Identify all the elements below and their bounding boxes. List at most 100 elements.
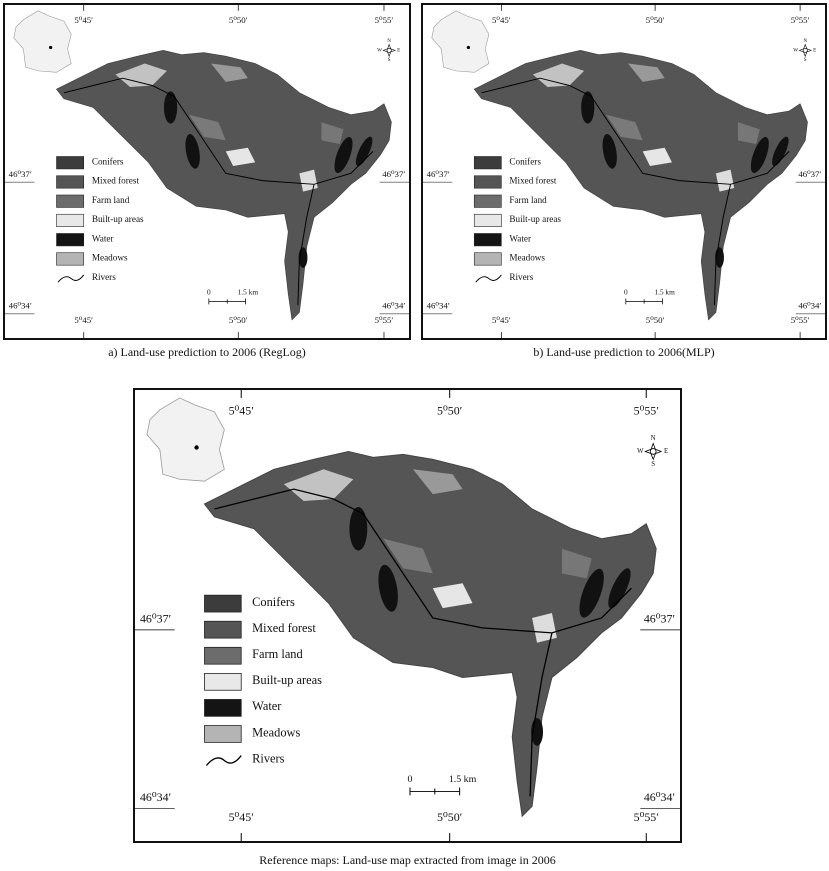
legend-label: Mixed forest	[92, 176, 140, 186]
compass-letter: S	[651, 460, 655, 468]
latitude-label: 46⁰34′	[140, 790, 172, 804]
latitude-label: 46⁰34′	[427, 301, 450, 311]
map: 5⁰45′ 5⁰50′ 5⁰55′ 5⁰45′ 5⁰50′ 5⁰55′ 46⁰37′ 46⁰3…	[423, 5, 825, 338]
longitude-label: 5⁰50′	[646, 15, 665, 25]
longitude-label: 5⁰50′	[646, 315, 665, 325]
legend-swatch	[204, 672, 242, 691]
legend-swatch	[204, 620, 242, 639]
legend-label: Conifers	[92, 156, 124, 166]
france-inset	[13, 10, 72, 73]
legend-label: Rivers	[509, 272, 533, 282]
legend-river	[205, 755, 242, 766]
latitude-label: 46⁰37′	[9, 169, 32, 179]
longitude-label: 5⁰55′	[375, 15, 394, 25]
longitude-label: 5⁰55′	[634, 404, 660, 418]
latitude-label: 46⁰34′	[382, 301, 405, 311]
compass-letter: N	[387, 38, 391, 44]
legend-label: Built-up areas	[92, 214, 144, 224]
latitude-label: 46⁰34′	[798, 301, 821, 311]
legend-swatch	[473, 175, 502, 189]
scale-bar	[625, 298, 663, 305]
latitude-label: 46⁰37′	[644, 612, 676, 626]
legend-label: Meadows	[92, 253, 128, 263]
legend-label: Mixed forest	[509, 176, 556, 186]
legend-label: Water	[92, 233, 114, 243]
legend-swatch	[204, 646, 242, 665]
compass-letter: E	[397, 48, 400, 54]
longitude-label: 5⁰50′	[229, 15, 248, 25]
latitude-label: 46⁰37′	[140, 612, 172, 626]
legend-swatch	[473, 252, 502, 266]
legend-swatch	[473, 233, 502, 247]
legend-label: Mixed forest	[252, 621, 316, 635]
caption: Reference maps: Land-use map extracted f…	[259, 853, 556, 867]
france-inset	[431, 10, 490, 73]
legend-swatch	[204, 725, 242, 743]
legend-swatch	[473, 156, 502, 170]
compass-letter: S	[804, 57, 807, 63]
compass-rose	[798, 43, 812, 58]
legend-river	[475, 274, 502, 283]
longitude-label: 5⁰50′	[437, 404, 463, 418]
map-panel: 5⁰45′ 5⁰50′ 5⁰55′ 5⁰45′ 5⁰50′ 5⁰55′ 46⁰37′ 46⁰3…	[421, 3, 827, 340]
longitude-label: 5⁰45′	[229, 810, 255, 824]
compass-letter: N	[803, 38, 807, 44]
longitude-label: 5⁰55′	[791, 15, 810, 25]
legend-swatch	[473, 194, 502, 208]
france-inset	[146, 397, 225, 482]
legend-label: Farm land	[252, 647, 303, 661]
legend-label: Conifers	[252, 595, 295, 609]
scale-label: 0	[408, 774, 413, 785]
legend-label: Meadows	[509, 253, 545, 263]
legend-swatch	[204, 594, 242, 613]
legend-swatch	[204, 699, 242, 717]
compass-letter: W	[377, 48, 382, 54]
compass-letter: W	[637, 447, 644, 455]
longitude-label: 5⁰45′	[492, 315, 511, 325]
location-dot	[194, 445, 199, 450]
latitude-label: 46⁰34′	[9, 301, 32, 311]
latitude-label: 46⁰37′	[382, 169, 405, 179]
location-dot	[466, 45, 471, 50]
legend-swatch	[56, 156, 85, 170]
longitude-label: 5⁰45′	[74, 315, 93, 325]
legend-label: Water	[252, 699, 282, 713]
legend-swatch	[56, 213, 85, 227]
longitude-label: 5⁰55′	[375, 315, 394, 325]
compass-letter: S	[388, 57, 391, 63]
scale-label: 1.5 km	[238, 287, 259, 296]
longitude-label: 5⁰50′	[229, 315, 248, 325]
legend-swatch	[56, 194, 85, 208]
latitude-label: 46⁰34′	[644, 790, 676, 804]
map: 5⁰45′ 5⁰50′ 5⁰55′ 5⁰45′ 5⁰50′ 5⁰55′ 46⁰37′ 46⁰3…	[135, 390, 680, 841]
legend-swatch	[56, 233, 85, 247]
compass-rose	[382, 43, 396, 58]
legend-label: Rivers	[92, 272, 116, 282]
legend-swatch	[56, 175, 85, 189]
caption: a) Land-use prediction to 2006 (RegLog)	[108, 345, 306, 359]
legend-swatch	[56, 252, 85, 266]
map: 5⁰45′ 5⁰50′ 5⁰55′ 5⁰45′ 5⁰50′ 5⁰55′ 46⁰37′ 46⁰3…	[5, 5, 409, 338]
longitude-label: 5⁰50′	[437, 810, 463, 824]
longitude-label: 5⁰55′	[791, 315, 810, 325]
scale-label: 1.5 km	[654, 287, 675, 296]
longitude-label: 5⁰55′	[634, 810, 660, 824]
map-panel: 5⁰45′ 5⁰50′ 5⁰55′ 5⁰45′ 5⁰50′ 5⁰55′ 46⁰37′ 46⁰3…	[3, 3, 411, 340]
scale-bar	[208, 298, 247, 305]
caption: b) Land-use prediction to 2006(MLP)	[533, 345, 715, 359]
latitude-label: 46⁰37′	[427, 169, 450, 179]
compass-letter: E	[664, 447, 668, 455]
scale-label: 0	[207, 287, 211, 296]
longitude-label: 5⁰45′	[492, 15, 511, 25]
compass-letter: W	[793, 48, 798, 54]
latitude-label: 46⁰37′	[798, 169, 821, 179]
legend-label: Rivers	[252, 751, 285, 765]
location-dot	[49, 45, 53, 50]
longitude-label: 5⁰45′	[229, 404, 255, 418]
legend-river	[57, 274, 85, 283]
compass-letter: E	[813, 48, 816, 54]
legend-label: Water	[509, 233, 531, 243]
longitude-label: 5⁰45′	[74, 15, 93, 25]
legend-swatch	[473, 213, 502, 227]
